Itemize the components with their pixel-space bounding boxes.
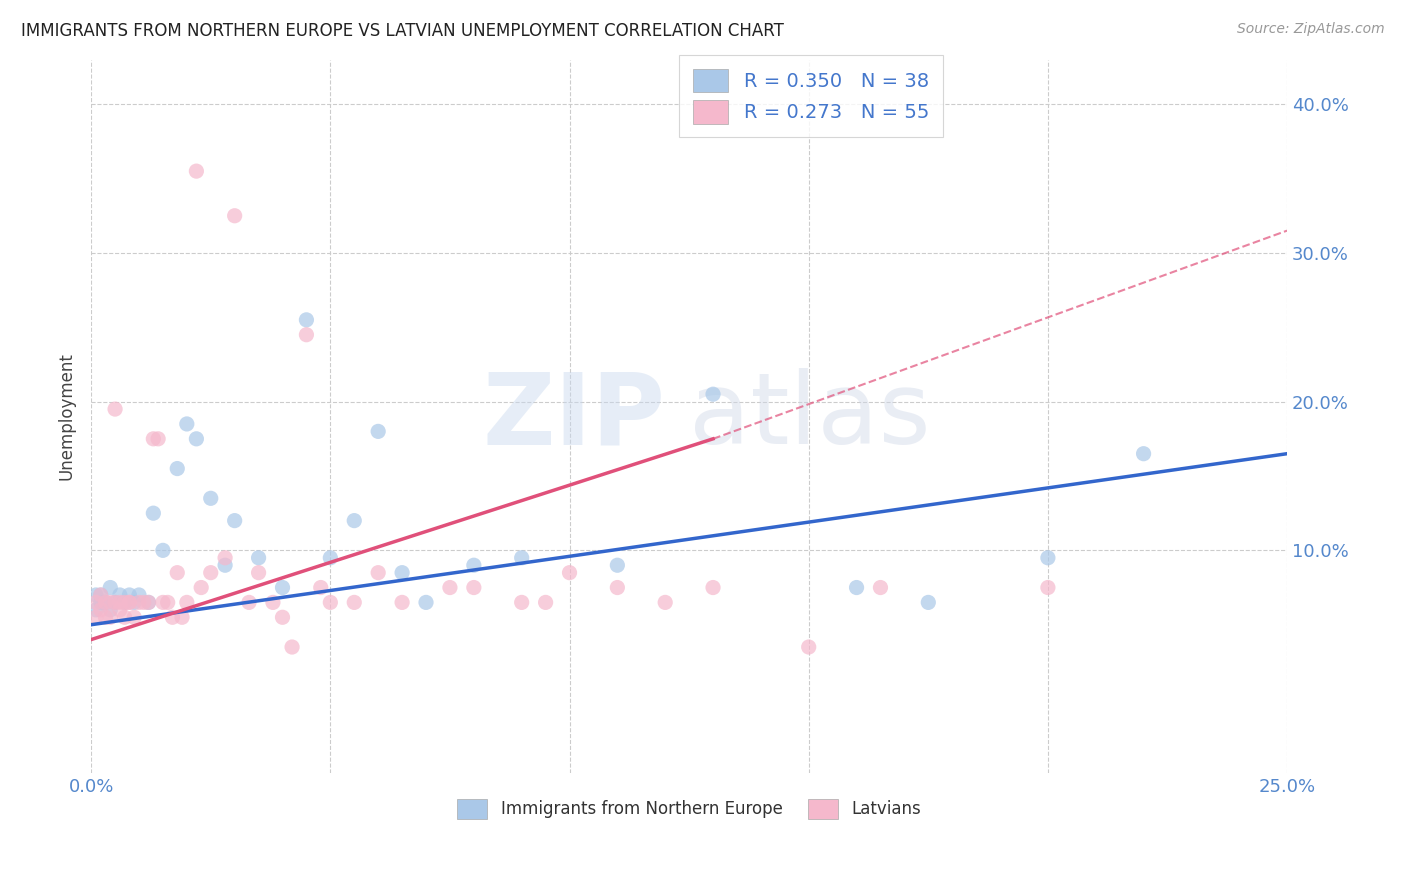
Point <box>90 588 112 602</box>
Point <box>142 506 165 520</box>
Point <box>295 327 318 342</box>
Point <box>224 209 246 223</box>
Text: ZIP: ZIP <box>482 368 665 465</box>
Point <box>247 550 270 565</box>
Point <box>114 595 136 609</box>
Point <box>90 588 112 602</box>
Point <box>108 595 131 609</box>
Point <box>281 640 304 654</box>
Point <box>166 566 188 580</box>
Point <box>152 595 174 609</box>
Point <box>104 595 127 609</box>
Point <box>108 603 131 617</box>
Point <box>1132 447 1154 461</box>
Point <box>114 610 136 624</box>
Point <box>156 595 179 609</box>
Y-axis label: Unemployment: Unemployment <box>58 352 75 481</box>
Point <box>214 558 236 573</box>
Point <box>917 595 939 609</box>
Text: Source: ZipAtlas.com: Source: ZipAtlas.com <box>1237 22 1385 37</box>
Point <box>295 313 318 327</box>
Point <box>654 595 676 609</box>
Point <box>152 543 174 558</box>
Point <box>146 432 169 446</box>
Point <box>108 588 131 602</box>
Point <box>463 558 485 573</box>
Point <box>84 595 107 609</box>
Point <box>415 595 437 609</box>
Point <box>104 402 127 417</box>
Point <box>122 595 145 609</box>
Point <box>170 610 193 624</box>
Point <box>845 581 868 595</box>
Point <box>114 595 136 609</box>
Point <box>702 387 724 401</box>
Point <box>162 610 184 624</box>
Point <box>94 610 117 624</box>
Point <box>702 581 724 595</box>
Point <box>510 550 533 565</box>
Point <box>534 595 557 609</box>
Text: atlas: atlas <box>689 368 931 465</box>
Point <box>118 595 141 609</box>
Point <box>98 595 121 609</box>
Point <box>319 550 342 565</box>
Point <box>200 491 222 506</box>
Point <box>343 595 366 609</box>
Point <box>90 595 112 609</box>
Point <box>367 566 389 580</box>
Point <box>343 514 366 528</box>
Point <box>247 566 270 580</box>
Point <box>118 588 141 602</box>
Point <box>869 581 891 595</box>
Point <box>186 164 208 178</box>
Point <box>224 514 246 528</box>
Point <box>84 610 107 624</box>
Point <box>319 595 342 609</box>
Point <box>367 425 389 439</box>
Point <box>84 588 107 602</box>
Point <box>142 432 165 446</box>
Point <box>128 588 150 602</box>
Point <box>1036 581 1059 595</box>
Legend: Immigrants from Northern Europe, Latvians: Immigrants from Northern Europe, Latvian… <box>451 792 928 826</box>
Point <box>463 581 485 595</box>
Point <box>94 595 117 609</box>
Point <box>439 581 461 595</box>
Text: IMMIGRANTS FROM NORTHERN EUROPE VS LATVIAN UNEMPLOYMENT CORRELATION CHART: IMMIGRANTS FROM NORTHERN EUROPE VS LATVI… <box>21 22 785 40</box>
Point <box>558 566 581 580</box>
Point <box>138 595 160 609</box>
Point <box>84 603 107 617</box>
Point <box>1036 550 1059 565</box>
Point <box>132 595 155 609</box>
Point <box>176 417 198 431</box>
Point <box>98 581 121 595</box>
Point <box>98 603 121 617</box>
Point <box>391 595 413 609</box>
Point <box>309 581 332 595</box>
Point <box>271 581 294 595</box>
Point <box>176 595 198 609</box>
Point <box>391 566 413 580</box>
Point <box>190 581 212 595</box>
Point <box>122 610 145 624</box>
Point <box>94 595 117 609</box>
Point <box>128 595 150 609</box>
Point <box>271 610 294 624</box>
Point <box>262 595 284 609</box>
Point <box>214 550 236 565</box>
Point <box>90 603 112 617</box>
Point <box>118 595 141 609</box>
Point <box>200 566 222 580</box>
Point <box>606 581 628 595</box>
Point <box>186 432 208 446</box>
Point <box>510 595 533 609</box>
Point <box>166 461 188 475</box>
Point <box>98 610 121 624</box>
Point <box>238 595 260 609</box>
Point <box>138 595 160 609</box>
Point <box>606 558 628 573</box>
Point <box>797 640 820 654</box>
Point <box>104 595 127 609</box>
